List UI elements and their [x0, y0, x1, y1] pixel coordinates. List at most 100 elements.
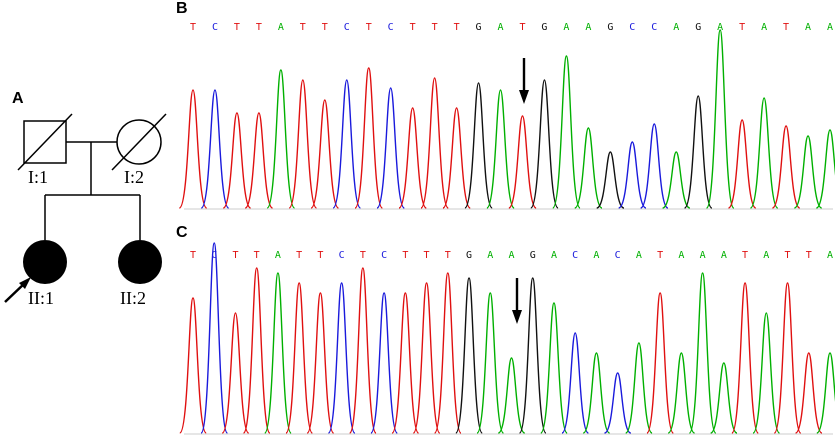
- trace-peak: [816, 352, 835, 434]
- trace-peak: [625, 342, 653, 434]
- panel-label-a: A: [12, 90, 24, 107]
- base-call-letter: C: [651, 22, 657, 33]
- base-call-letter: T: [783, 22, 789, 33]
- trace-peak: [310, 99, 340, 209]
- trace-peak: [200, 242, 229, 434]
- pedigree-label-ii2: II:2: [120, 288, 146, 308]
- trace-peak: [574, 127, 603, 209]
- trace-peak: [794, 352, 823, 434]
- deceased-slash: [111, 113, 167, 171]
- deceased-slash: [17, 113, 73, 171]
- base-call-letter: T: [190, 22, 196, 33]
- pedigree-female-affected: [23, 240, 67, 284]
- base-call-letter: C: [339, 250, 345, 261]
- base-call-letter: T: [360, 250, 366, 261]
- base-call-letter: T: [424, 250, 430, 261]
- mutation-arrow-head: [519, 90, 529, 104]
- base-call-letter: T: [256, 22, 262, 33]
- trace-peak: [540, 302, 568, 434]
- trace-peak: [455, 277, 483, 434]
- trace-peak: [464, 82, 493, 209]
- trace-peak: [266, 69, 296, 209]
- trace-peak: [749, 97, 779, 209]
- trace-peak: [793, 135, 823, 209]
- trace-peak: [221, 312, 250, 434]
- base-call-letter: T: [410, 22, 416, 33]
- base-call-letter: T: [739, 22, 745, 33]
- base-call-letter: T: [232, 250, 238, 261]
- trace-peak: [596, 151, 625, 209]
- trace-peak: [332, 79, 362, 209]
- trace-peak: [773, 282, 802, 434]
- base-call-letter: T: [806, 250, 812, 261]
- base-call-letter: T: [300, 22, 306, 33]
- base-call-letter: T: [317, 250, 323, 261]
- base-call-letter: A: [717, 22, 723, 33]
- trace-peak: [646, 292, 674, 434]
- panel-label-b: B: [176, 0, 188, 17]
- base-call-letter: A: [275, 250, 281, 261]
- pedigree-label-i2: I:2: [124, 167, 144, 187]
- base-call-letter: T: [445, 250, 451, 261]
- base-call-letter: T: [190, 250, 196, 261]
- base-call-letter: T: [366, 22, 372, 33]
- panel-label-c: C: [176, 224, 188, 241]
- base-call-letter: T: [234, 22, 240, 33]
- base-call-letter: A: [585, 22, 591, 33]
- trace-peak: [376, 87, 405, 209]
- trace-peak: [420, 77, 449, 209]
- base-call-letter: A: [563, 22, 569, 33]
- base-call-letter: A: [827, 22, 833, 33]
- base-call-letter: A: [805, 22, 811, 33]
- trace-peak: [200, 89, 230, 209]
- trace-peak: [433, 272, 462, 434]
- base-call-letter: A: [827, 250, 833, 261]
- trace-peak: [354, 67, 384, 209]
- trace-peak: [306, 292, 335, 434]
- trace-peak: [497, 357, 526, 434]
- base-call-letter: T: [454, 22, 460, 33]
- base-call-letter: A: [761, 22, 767, 33]
- base-call-letter: C: [211, 250, 217, 261]
- trace-peak: [662, 151, 691, 209]
- trace-peak: [244, 112, 274, 209]
- base-call-letter: G: [695, 22, 701, 33]
- trace-peak: [552, 55, 581, 209]
- base-call-letter: C: [629, 22, 635, 33]
- trace-peak: [391, 292, 420, 434]
- trace-peak: [530, 79, 559, 209]
- trace-peak: [222, 112, 252, 209]
- base-call-letter: T: [432, 22, 438, 33]
- trace-peak: [582, 352, 611, 434]
- base-call-letter: A: [498, 22, 504, 33]
- base-call-letter: C: [212, 22, 218, 33]
- trace-peak: [288, 79, 318, 209]
- base-call-letter: T: [742, 250, 748, 261]
- trace-peak: [561, 332, 590, 434]
- trace-peak: [486, 89, 515, 209]
- trace-peak: [476, 292, 505, 434]
- mutation-arrow-head: [512, 310, 522, 324]
- base-call-letter: G: [530, 250, 536, 261]
- base-call-letter: A: [678, 250, 684, 261]
- base-call-letter: G: [607, 22, 613, 33]
- base-call-letter: A: [763, 250, 769, 261]
- pedigree-female-affected: [118, 240, 162, 284]
- base-call-letter: C: [388, 22, 394, 33]
- trace-peak: [727, 119, 757, 209]
- base-call-letter: A: [593, 250, 599, 261]
- trace-peak: [705, 29, 735, 209]
- trace-peak: [398, 107, 427, 209]
- base-call-letter: G: [466, 250, 472, 261]
- trace-peak: [179, 297, 207, 434]
- trace-peak: [709, 362, 738, 434]
- trace-peak: [178, 89, 208, 209]
- trace-peak: [349, 267, 377, 434]
- trace-peak: [264, 272, 292, 434]
- trace-peak: [731, 282, 759, 434]
- base-call-letter: A: [278, 22, 284, 33]
- trace-peak: [639, 123, 669, 209]
